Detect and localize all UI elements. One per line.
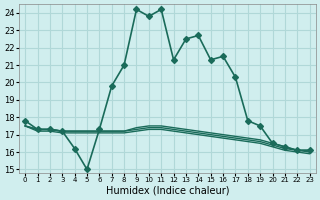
X-axis label: Humidex (Indice chaleur): Humidex (Indice chaleur) bbox=[106, 186, 229, 196]
